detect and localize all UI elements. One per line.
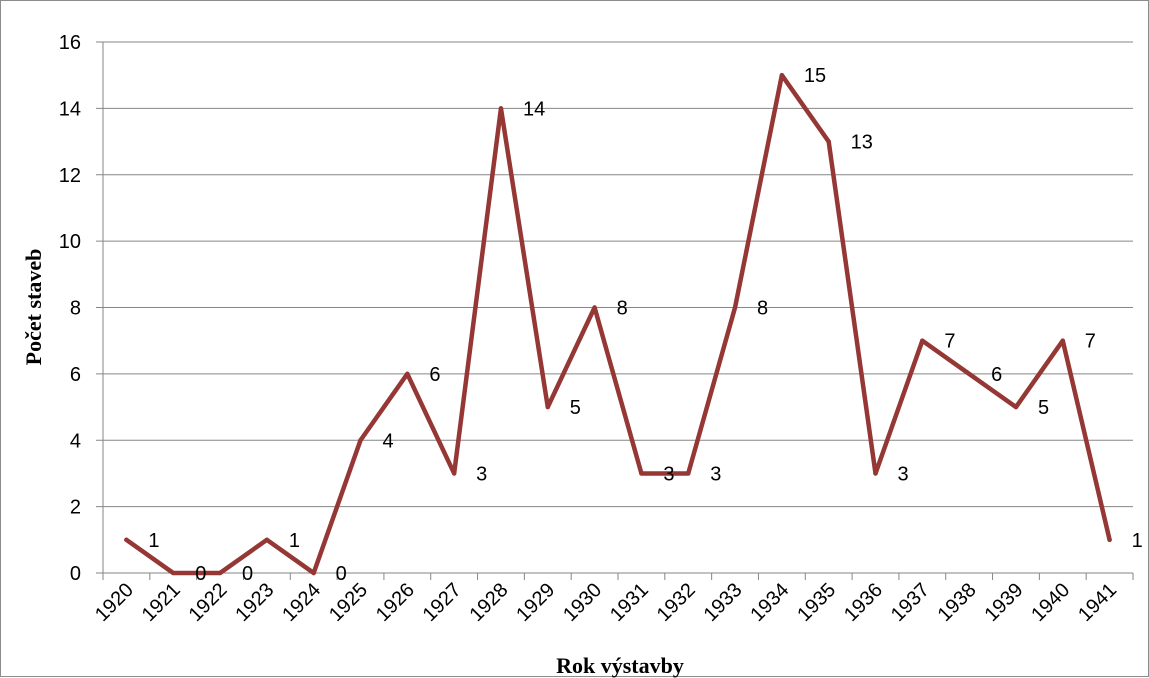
data-point — [498, 106, 504, 111]
data-label: 4 — [383, 430, 394, 452]
x-tick-label: 1933 — [700, 579, 747, 626]
x-tick-label: 1927 — [419, 579, 466, 626]
data-point — [405, 371, 410, 377]
data-point — [686, 471, 691, 476]
data-point — [920, 338, 925, 343]
x-tick-label: 1923 — [231, 579, 278, 626]
data-label: 1 — [289, 530, 300, 552]
data-label: 3 — [710, 463, 721, 485]
data-point — [966, 371, 972, 377]
data-labels: 1 0 0 1 0 4 6 3 14 5 8 3 3 8 15 13 3 7 6 5 7 1 — [148, 65, 1142, 585]
data-label: 7 — [944, 331, 955, 353]
data-point — [1060, 338, 1065, 343]
data-point — [732, 305, 738, 310]
data-point — [639, 471, 644, 476]
data-point — [873, 471, 878, 476]
data-point — [1013, 404, 1019, 410]
data-point — [171, 570, 176, 576]
y-tick-label: 10 — [59, 231, 81, 253]
data-series — [124, 72, 1112, 576]
data-label: 3 — [476, 463, 487, 485]
data-label: 3 — [663, 463, 674, 485]
y-tick-label: 16 — [59, 32, 81, 54]
data-point — [311, 570, 316, 576]
data-label: 14 — [523, 98, 545, 120]
data-point — [826, 139, 831, 144]
data-label: 7 — [1085, 331, 1096, 353]
x-tick-label: 1930 — [559, 579, 606, 626]
y-tick-label: 8 — [70, 298, 81, 320]
data-point — [1107, 537, 1112, 543]
series-line — [124, 72, 1112, 576]
x-tick-label: 1926 — [372, 579, 419, 626]
data-label: 8 — [757, 298, 768, 320]
data-label: 15 — [804, 65, 826, 87]
x-tick-label: 1935 — [793, 579, 840, 626]
data-label: 1 — [148, 530, 159, 552]
x-tick-label: 1939 — [980, 579, 1027, 626]
y-tick-label: 4 — [70, 430, 81, 452]
y-tick-labels: 0 2 4 6 8 10 12 14 16 — [59, 32, 81, 585]
data-label: 6 — [429, 364, 440, 386]
data-label: 6 — [991, 364, 1002, 386]
data-label: 3 — [898, 463, 909, 485]
data-point — [217, 570, 223, 576]
x-tick-label: 1928 — [465, 579, 512, 626]
data-point — [124, 537, 129, 543]
x-tick-label: 1921 — [138, 579, 185, 626]
x-axis-title: Rok výstavby — [556, 653, 684, 678]
data-point — [779, 72, 785, 78]
y-axis-title: Počet staveb — [21, 249, 46, 366]
y-tick-label: 0 — [70, 563, 81, 585]
x-tick-label: 1941 — [1074, 579, 1121, 626]
x-tick-label: 1936 — [840, 579, 887, 626]
data-label: 0 — [336, 563, 347, 585]
x-tick-label: 1932 — [653, 579, 700, 626]
y-tick-label: 12 — [59, 165, 81, 187]
x-tick-label: 1937 — [887, 579, 934, 626]
data-label: 8 — [617, 298, 628, 320]
data-label: 1 — [1132, 530, 1143, 552]
y-tick-label: 2 — [70, 497, 81, 519]
data-label: 0 — [242, 563, 253, 585]
x-tick-label: 1922 — [185, 579, 232, 626]
data-point — [451, 471, 457, 476]
x-tick-label: 1934 — [746, 579, 793, 626]
y-tick-label: 14 — [59, 98, 81, 120]
data-label: 13 — [851, 132, 873, 154]
x-tick-label: 1931 — [606, 579, 653, 626]
data-point — [545, 404, 550, 410]
data-label: 0 — [195, 563, 206, 585]
axes — [96, 41, 1134, 580]
gridlines — [103, 41, 1133, 508]
data-label: 5 — [570, 397, 581, 419]
x-tick-label: 1940 — [1027, 579, 1074, 626]
x-tick-label: 1925 — [325, 579, 372, 626]
x-tick-label: 1920 — [91, 579, 138, 626]
x-tick-label: 1929 — [512, 579, 559, 626]
data-label: 5 — [1038, 397, 1049, 419]
y-tick-label: 6 — [70, 364, 81, 386]
data-point — [264, 537, 270, 543]
data-point — [358, 438, 363, 443]
x-tick-label: 1938 — [934, 579, 981, 626]
x-tick-labels: 1920 1921 1922 1923 1924 1925 1926 1927 1928 1929… — [91, 579, 1121, 626]
x-tick-label: 1924 — [278, 579, 325, 626]
data-point — [592, 305, 597, 310]
